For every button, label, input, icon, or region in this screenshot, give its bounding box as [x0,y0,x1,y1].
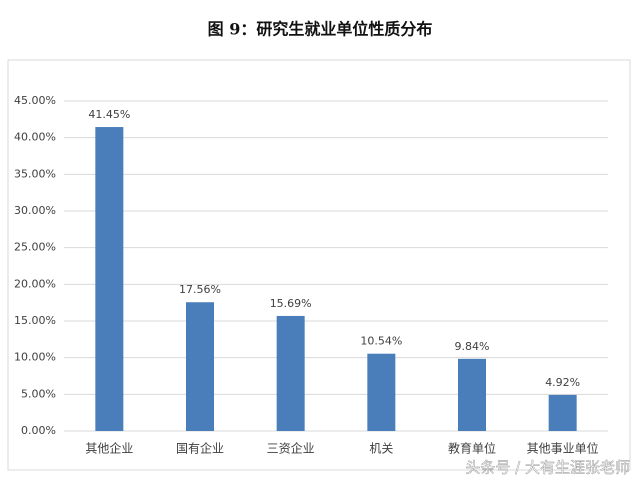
bar [186,302,214,431]
data-label: 9.84% [455,340,490,353]
data-label: 10.54% [360,335,402,348]
y-tick-label: 40.00% [14,131,56,144]
y-tick-label: 5.00% [21,387,56,400]
x-tick-label: 其他事业单位 [527,441,599,456]
bar [458,358,486,431]
bar [276,315,305,431]
data-label: 15.69% [270,297,312,310]
y-tick-label: 30.00% [14,204,56,217]
data-label: 4.92% [545,376,580,389]
x-tick-label: 教育单位 [448,441,496,456]
bar [95,127,124,432]
data-label: 17.56% [179,283,221,296]
y-tick-label: 35.00% [14,167,56,180]
x-tick-label: 机关 [369,442,393,456]
x-tick-label: 其他企业 [85,441,133,456]
y-tick-label: 15.00% [14,314,56,327]
data-label: 41.45% [88,108,130,121]
y-tick-label: 45.00% [14,94,56,107]
bar [367,353,396,431]
watermark: 头条号 / 大有生涯张老师 [465,459,630,477]
x-tick-label: 三资企业 [267,441,315,456]
y-tick-label: 20.00% [14,277,56,290]
y-tick-label: 25.00% [14,241,56,254]
y-tick-label: 0.00% [21,424,56,437]
chart-title: 图 9：研究生就业单位性质分布 [208,20,433,39]
y-tick-label: 10.00% [14,351,56,364]
bar [548,394,577,431]
chart-frame [7,59,631,471]
x-tick-label: 国有企业 [176,441,224,456]
